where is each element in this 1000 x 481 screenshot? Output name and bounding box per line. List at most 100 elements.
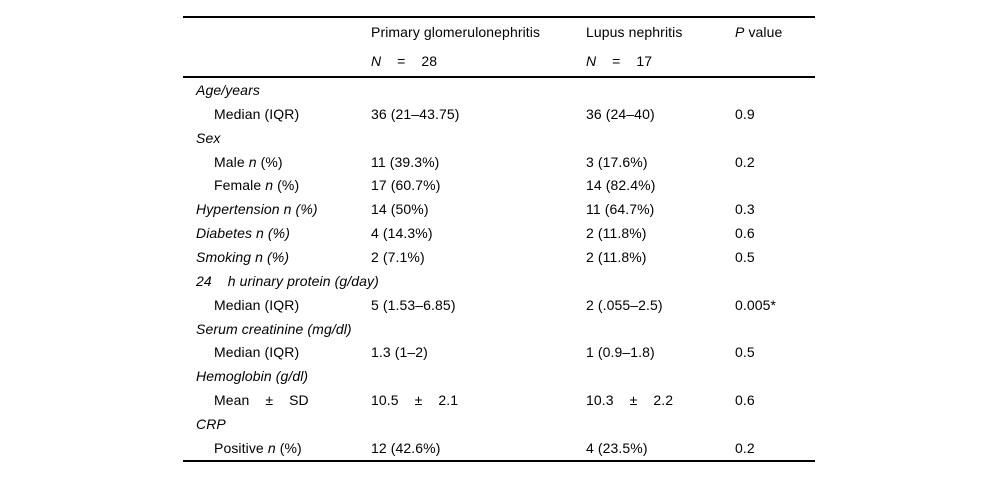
cell-primary-glomerulonephritis: 12 (42.6%) xyxy=(371,439,441,456)
row-label: Male n (%) xyxy=(183,155,371,169)
table-row: Female n (%) 17 (60.7%) 14 (82.4%) xyxy=(183,174,815,198)
n-equals-value: = 28 xyxy=(381,53,438,70)
row-label-segment: Median (IQR) xyxy=(214,296,300,313)
cell-p-value: 0.9 xyxy=(735,105,755,122)
table-row: CRP xyxy=(183,412,815,436)
cell-primary-glomerulonephritis: 10.5 ± 2.1 xyxy=(371,392,459,409)
cell-p-value: 0.6 xyxy=(735,225,755,242)
row-label-segment: Female xyxy=(214,177,266,194)
row-label: Diabetes n (%) xyxy=(183,226,371,240)
cell-primary-glomerulonephritis: 17 (60.7%) xyxy=(371,177,441,194)
row-label: Serum creatinine (mg/dl) xyxy=(183,322,371,336)
row-label-italic-segment: n xyxy=(267,439,276,456)
header-title-row: Primary glomerulonephritis Lupus nephrit… xyxy=(183,18,815,47)
cell-primary-glomerulonephritis: 36 (21–43.75) xyxy=(371,105,460,122)
cell-p-value: 0.005* xyxy=(735,296,777,313)
p-value-rest: value xyxy=(744,24,783,41)
n-italic: N xyxy=(371,53,382,70)
cell-lupus-nephritis: 10.3 ± 2.2 xyxy=(586,392,674,409)
table-row: 24 h urinary protein (g/day) xyxy=(183,269,815,293)
row-label-segment: Male xyxy=(214,153,249,170)
table-body: Age/years Median (IQR) 36 (21–43.75) 36 (24… xyxy=(183,78,815,460)
n-count-primary: N = 28 xyxy=(371,54,586,68)
row-label: Sex xyxy=(183,131,371,145)
cell-p-value: 0.5 xyxy=(735,344,755,361)
cell-primary-glomerulonephritis: 2 (7.1%) xyxy=(371,249,425,266)
cell-lupus-nephritis: 2 (.055–2.5) xyxy=(586,296,663,313)
cell-lupus-nephritis: 36 (24–40) xyxy=(586,105,655,122)
row-label-italic-segment: 24 h urinary protein (g/day) xyxy=(196,272,379,289)
table-row: Age/years xyxy=(183,78,815,102)
cell-p-value: 0.3 xyxy=(735,201,755,218)
cell-p-value: 0.5 xyxy=(735,249,755,266)
table-top-rule xyxy=(183,16,815,18)
row-label: Median (IQR) xyxy=(183,298,371,312)
row-label: Mean ± SD xyxy=(183,393,371,407)
row-label: Female n (%) xyxy=(183,178,371,192)
row-label: Median (IQR) xyxy=(183,345,371,359)
row-label-segment: Positive xyxy=(214,439,268,456)
table-row: Diabetes n (%) 4 (14.3%) 2 (11.8%) 0.6 xyxy=(183,221,815,245)
table-row: Positive n (%) 12 (42.6%) 4 (23.5%) 0.2 xyxy=(183,436,815,460)
cell-primary-glomerulonephritis: 11 (39.3%) xyxy=(371,153,440,170)
row-label-italic-segment: Serum creatinine (mg/dl) xyxy=(196,320,352,337)
cell-p-value: 0.2 xyxy=(735,439,755,456)
table-row: Median (IQR) 36 (21–43.75) 36 (24–40) 0.9 xyxy=(183,102,815,126)
table-row: Mean ± SD 10.5 ± 2.1 10.3 ± 2.2 0.6 xyxy=(183,388,815,412)
row-label: Positive n (%) xyxy=(183,441,371,455)
cell-primary-glomerulonephritis: 4 (14.3%) xyxy=(371,225,433,242)
cell-lupus-nephritis: 1 (0.9–1.8) xyxy=(586,344,655,361)
row-label-italic-segment: Hypertension n (%) xyxy=(196,201,318,218)
row-label: 24 h urinary protein (g/day) xyxy=(183,274,379,288)
cell-lupus-nephritis: 11 (64.7%) xyxy=(586,201,655,218)
row-label-segment: (%) xyxy=(273,177,300,194)
cell-lupus-nephritis: 3 (17.6%) xyxy=(586,153,648,170)
row-label-italic-segment: Smoking n (%) xyxy=(196,249,290,266)
row-label: Smoking n (%) xyxy=(183,250,371,264)
cell-p-value: 0.6 xyxy=(735,392,755,409)
table-header: Primary glomerulonephritis Lupus nephrit… xyxy=(183,18,815,76)
header-n-row: N = 28 N = 17 xyxy=(183,47,815,76)
row-label-italic-segment: n xyxy=(248,153,257,170)
n-equals-value: = 17 xyxy=(596,53,653,70)
cell-lupus-nephritis: 4 (23.5%) xyxy=(586,439,648,456)
table-row: Smoking n (%) 2 (7.1%) 2 (11.8%) 0.5 xyxy=(183,245,815,269)
table-header-rule xyxy=(183,75,815,79)
row-label-segment: (%) xyxy=(256,153,283,170)
table-row: Serum creatinine (mg/dl) xyxy=(183,317,815,341)
row-label: Median (IQR) xyxy=(183,107,371,121)
table-row: Hemoglobin (g/dl) xyxy=(183,364,815,388)
row-label-segment: Median (IQR) xyxy=(214,344,300,361)
baseline-characteristics-table: Primary glomerulonephritis Lupus nephrit… xyxy=(183,16,815,462)
column-header-primary-glomerulonephritis: Primary glomerulonephritis xyxy=(371,24,541,41)
table-row: Sex xyxy=(183,126,815,150)
cell-lupus-nephritis: 14 (82.4%) xyxy=(586,177,656,194)
row-label-italic-segment: CRP xyxy=(196,415,226,432)
n-italic: N xyxy=(586,53,597,70)
row-label-italic-segment: Diabetes n (%) xyxy=(196,225,290,242)
row-label: Age/years xyxy=(183,83,371,97)
cell-primary-glomerulonephritis: 1.3 (1–2) xyxy=(371,344,428,361)
cell-primary-glomerulonephritis: 5 (1.53–6.85) xyxy=(371,296,456,313)
row-label-italic-segment: n xyxy=(265,177,274,194)
row-label-italic-segment: Hemoglobin (g/dl) xyxy=(196,368,309,385)
row-label-segment: Mean ± SD xyxy=(214,392,309,409)
table-row: Male n (%) 11 (39.3%) 3 (17.6%) 0.2 xyxy=(183,150,815,174)
row-label: Hypertension n (%) xyxy=(183,202,371,216)
p-value-italic-p: P xyxy=(735,24,745,41)
row-label-segment: (%) xyxy=(275,439,302,456)
cell-p-value: 0.2 xyxy=(735,153,755,170)
row-label-segment: Median (IQR) xyxy=(214,105,300,122)
column-header-p-value: P value xyxy=(735,25,815,39)
n-count-lupus: N = 17 xyxy=(586,54,735,68)
cell-lupus-nephritis: 2 (11.8%) xyxy=(586,225,647,242)
table-bottom-rule xyxy=(183,459,815,462)
column-header-lupus-nephritis: Lupus nephritis xyxy=(586,24,683,41)
row-label-italic-segment: Sex xyxy=(196,129,221,146)
row-label: Hemoglobin (g/dl) xyxy=(183,369,371,383)
row-label: CRP xyxy=(183,417,371,431)
row-label-italic-segment: Age/years xyxy=(196,82,260,99)
table-row: Median (IQR) 1.3 (1–2) 1 (0.9–1.8) 0.5 xyxy=(183,340,815,364)
table-row: Hypertension n (%) 14 (50%) 11 (64.7%) 0.3 xyxy=(183,197,815,221)
cell-primary-glomerulonephritis: 14 (50%) xyxy=(371,201,429,218)
